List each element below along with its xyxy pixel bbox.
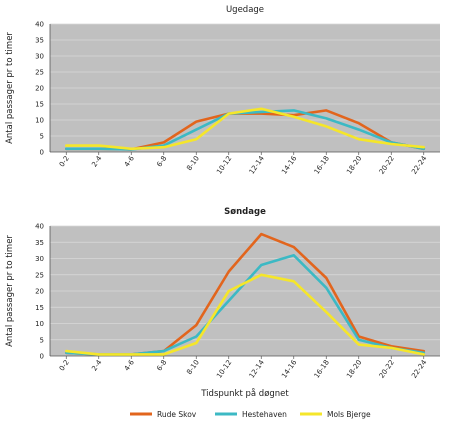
legend: Rude Skov Hestehaven Mols Bjerge <box>130 410 371 419</box>
x-tick-label: 18-20 <box>345 155 363 176</box>
series-line-mols-bjerge <box>65 273 426 356</box>
x-tick-label: 2-4 <box>90 358 103 372</box>
x-tick-label: 16-18 <box>313 359 331 380</box>
x-tick-label: 12-14 <box>248 154 267 176</box>
y-tick-label: 15 <box>35 101 44 109</box>
y-tick-label: 20 <box>35 288 44 296</box>
x-tick-label: 20-22 <box>378 155 396 176</box>
x-tick-label: 8-10 <box>185 359 201 377</box>
chart-1: 0 5 10 15 20 25 30 35 40 0-2 2-4 4-6 6-8 8-10 10-12 12-… <box>35 223 440 380</box>
x-tick-label: 10-12 <box>215 359 233 380</box>
x-tick-label: 0-2 <box>58 155 71 169</box>
legend-label: Rude Skov <box>157 410 197 419</box>
x-tick-label: 14-16 <box>280 154 299 176</box>
y-tick-label: 35 <box>35 239 44 247</box>
y-axis-label-sondage: Antal passager pr to timer <box>5 235 15 347</box>
x-tick-label: 6-8 <box>155 155 168 169</box>
x-tick-label: 12-14 <box>248 358 267 380</box>
series-line-mols-bjerge <box>65 107 426 151</box>
y-tick-label: 0 <box>40 149 44 157</box>
y-tick-label: 15 <box>35 304 44 312</box>
y-tick-label: 5 <box>40 336 44 344</box>
x-tick-label: 18-20 <box>345 359 363 380</box>
y-tick-label: 30 <box>35 53 44 61</box>
y-tick-label: 25 <box>35 271 44 279</box>
x-tick-label: 16-18 <box>313 155 331 176</box>
y-tick-label: 40 <box>35 223 44 231</box>
chart-title-ugedage: Ugedage <box>226 5 264 15</box>
x-tick-label: 14-16 <box>280 358 299 380</box>
y-tick-label: 20 <box>35 85 44 93</box>
y-tick-label: 25 <box>35 69 44 77</box>
x-axis-label: Tidspunkt på døgnet <box>200 388 289 399</box>
x-tick-label: 8-10 <box>185 155 201 173</box>
x-tick-label: 22-24 <box>410 154 429 176</box>
y-tick-label: 30 <box>35 255 44 263</box>
chart-0: 0 5 10 15 20 25 30 35 40 0-2 2-4 4-6 6-8 8-10 10-12 12-… <box>35 21 440 176</box>
x-tick-label: 20-22 <box>378 359 396 380</box>
chart-title-sondage: Søndage <box>224 207 266 217</box>
x-tick-label: 10-12 <box>215 155 233 176</box>
y-tick-label: 40 <box>35 21 44 29</box>
legend-label: Hestehaven <box>242 410 287 419</box>
y-tick-label: 10 <box>35 320 44 328</box>
x-tick-label: 4-6 <box>123 358 136 372</box>
y-axis-label-ugedage: Antal passager pr to timer <box>5 32 15 144</box>
y-tick-label: 5 <box>40 133 44 141</box>
x-tick-label: 22-24 <box>410 358 429 380</box>
x-tick-label: 4-6 <box>123 154 136 168</box>
legend-label: Mols Bjerge <box>327 410 371 419</box>
y-tick-label: 10 <box>35 117 44 125</box>
x-tick-label: 0-2 <box>58 359 71 373</box>
y-tick-label: 0 <box>40 353 44 361</box>
x-tick-label: 2-4 <box>90 154 103 168</box>
x-tick-label: 6-8 <box>155 359 168 373</box>
y-tick-label: 35 <box>35 37 44 45</box>
